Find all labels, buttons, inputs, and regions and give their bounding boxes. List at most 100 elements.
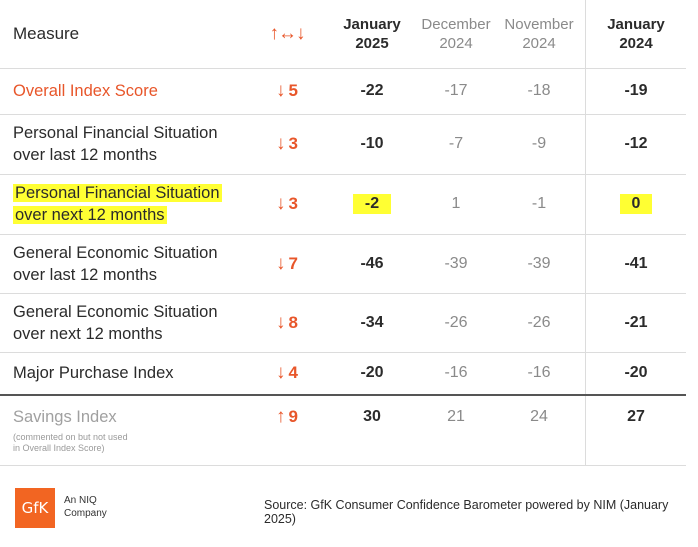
header-nov2024: November 2024	[503, 0, 575, 68]
up-arrow-icon: ↑	[276, 406, 286, 427]
measure-cell: Overall Index Score	[13, 68, 253, 114]
table-row-general-next: General Economic Situation over next 12 …	[0, 293, 686, 353]
jan2024-value: 27	[627, 408, 645, 425]
header-dec2024-month: December	[421, 16, 491, 33]
down-arrow-icon: ↓	[276, 252, 286, 274]
change-cell: ↓ 3	[262, 174, 312, 234]
jan2024-cell: 27	[592, 396, 680, 465]
jan2025-cell: -10	[338, 114, 406, 174]
nov2024-cell: -26	[503, 293, 575, 352]
header-jan2024: January 2024	[592, 0, 680, 68]
change-value: 4	[288, 363, 298, 382]
nov2024-value: -18	[527, 82, 551, 99]
dec2024-value: -17	[444, 82, 468, 99]
nov2024-cell: 24	[503, 396, 575, 465]
change-value: 7	[288, 253, 298, 273]
dec2024-cell: -17	[420, 68, 492, 114]
table-header-row: Measure ↑↔↓ January 2025 December 2024 N…	[0, 0, 686, 69]
gfk-logo: GfK	[15, 488, 55, 528]
jan2025-cell: -22	[338, 68, 406, 114]
dec2024-cell: -39	[420, 234, 492, 293]
header-nov2024-month: November	[504, 16, 574, 33]
measure-label-line2: over next 12 months	[13, 206, 167, 224]
jan2024-value: 0	[619, 194, 653, 214]
header-jan2024-year: 2024	[619, 35, 653, 52]
change-value: 5	[288, 81, 298, 100]
measure-label: Overall Index Score	[13, 82, 158, 100]
jan2025-value: -46	[360, 254, 384, 272]
measure-cell: General Economic Situation over last 12 …	[13, 234, 253, 293]
dec2024-value: -7	[448, 135, 464, 152]
gfk-logo-text: GfK	[21, 499, 49, 517]
logo-caption-line1: An NIQ	[64, 495, 97, 506]
measure-label: Savings Index	[13, 408, 117, 426]
change-cell: ↓ 4	[262, 352, 312, 394]
table-row-major-purchase: Major Purchase Index ↓ 4 -20 -16 -16 -20	[0, 352, 686, 396]
jan2025-value: -20	[360, 364, 384, 381]
savings-note-line1: (commented on but not used	[13, 432, 128, 442]
header-dec2024-year: 2024	[439, 35, 473, 52]
logo-caption-line2: Company	[64, 508, 107, 519]
measure-label-line1: General Economic Situation	[13, 243, 218, 262]
table-row-personal-last: Personal Financial Situation over last 1…	[0, 114, 686, 175]
measure-cell: Major Purchase Index	[13, 352, 253, 394]
jan2025-cell: 30	[338, 396, 406, 465]
down-arrow-icon: ↓	[276, 362, 286, 383]
table-row-personal-next: Personal Financial Situation over next 1…	[0, 174, 686, 235]
header-jan2025-month: January	[343, 16, 401, 33]
nov2024-value: -26	[527, 313, 551, 331]
measure-cell: Savings Index (commented on but not used…	[13, 396, 253, 465]
table-row-overall-index: Overall Index Score ↓ 5 -22 -17 -18 -19	[0, 68, 686, 115]
change-direction-icon: ↑↔↓	[269, 23, 306, 44]
jan2024-cell: -19	[592, 68, 680, 114]
dec2024-value: 1	[451, 195, 461, 212]
change-value: 8	[288, 312, 298, 332]
dec2024-value: -39	[444, 254, 468, 272]
source-note: Source: GfK Consumer Confidence Baromete…	[264, 498, 669, 526]
header-jan2025: January 2025	[338, 0, 406, 68]
nov2024-cell: -9	[503, 114, 575, 174]
jan2025-value: -10	[360, 135, 384, 152]
down-arrow-icon: ↓	[276, 193, 286, 214]
change-cell: ↓ 7	[262, 234, 312, 293]
table-row-savings-index: Savings Index (commented on but not used…	[0, 396, 686, 466]
header-jan2025-year: 2025	[355, 35, 389, 52]
dec2024-value: -26	[444, 313, 468, 331]
dec2024-cell: 1	[420, 174, 492, 234]
change-value: 3	[288, 134, 298, 153]
measure-label-line1: General Economic Situation	[13, 302, 218, 321]
jan2025-value: -34	[360, 313, 384, 331]
change-cell: ↓ 3	[262, 114, 312, 174]
change-cell: ↓ 8	[262, 293, 312, 352]
measure-label-line1: Personal Financial Situation	[13, 184, 222, 202]
header-dec2024: December 2024	[420, 0, 492, 68]
measure-label-line2: over last 12 months	[13, 146, 157, 164]
jan2024-cell: -21	[592, 293, 680, 352]
jan2024-value: -21	[624, 313, 648, 331]
jan2025-cell: -20	[338, 352, 406, 394]
jan2024-value: -41	[624, 254, 648, 272]
header-nov2024-year: 2024	[522, 35, 556, 52]
nov2024-cell: -39	[503, 234, 575, 293]
dec2024-cell: -7	[420, 114, 492, 174]
jan2025-value: -2	[352, 194, 392, 214]
measure-label-line1: Personal Financial Situation	[13, 124, 218, 142]
jan2024-cell: -20	[592, 352, 680, 394]
jan2025-cell: -34	[338, 293, 406, 352]
jan2024-cell: 0	[592, 174, 680, 234]
dec2024-cell: -16	[420, 352, 492, 394]
dec2024-value: 21	[447, 408, 465, 425]
measure-cell: Personal Financial Situation over next 1…	[13, 174, 253, 234]
jan2025-cell: -2	[338, 174, 406, 234]
nov2024-value: -9	[531, 135, 547, 152]
nov2024-value: -39	[527, 254, 551, 272]
nov2024-cell: -1	[503, 174, 575, 234]
table-row-general-last: General Economic Situation over last 12 …	[0, 234, 686, 294]
jan2024-cell: -12	[592, 114, 680, 174]
nov2024-cell: -16	[503, 352, 575, 394]
down-arrow-icon: ↓	[276, 133, 286, 154]
change-cell: ↓ 5	[262, 68, 312, 114]
jan2024-value: -20	[624, 364, 648, 381]
jan2025-cell: -46	[338, 234, 406, 293]
jan2024-cell: -41	[592, 234, 680, 293]
